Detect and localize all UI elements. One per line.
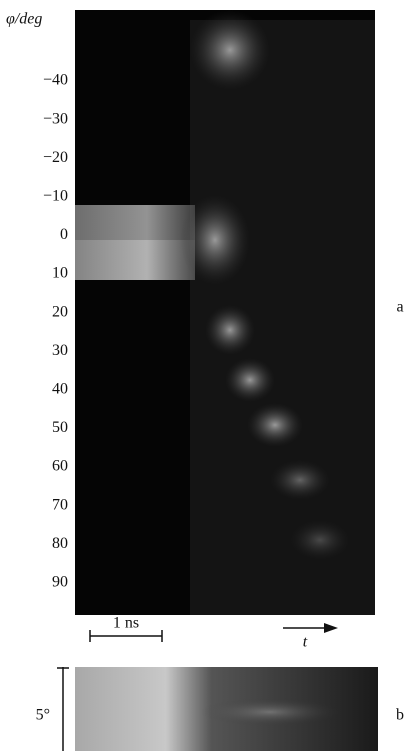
angle-label: 5° — [36, 707, 50, 724]
bright-band — [75, 240, 195, 280]
tick-label: 0 — [60, 226, 68, 243]
tick-label: 10 — [52, 265, 68, 282]
glow — [180, 195, 250, 285]
tick-label: −30 — [43, 110, 68, 127]
tick-label: 60 — [52, 458, 68, 475]
tick-label: −20 — [43, 149, 68, 166]
glow — [270, 460, 330, 500]
bright-band — [75, 205, 195, 240]
tick-label: 70 — [52, 496, 68, 513]
time-label: t — [303, 634, 308, 651]
tick-label: 90 — [52, 573, 68, 590]
glow — [200, 698, 340, 726]
tick-label: 30 — [52, 342, 68, 359]
tick-label: 80 — [52, 535, 68, 552]
axis-label: φ/deg — [6, 11, 42, 28]
tick-label: −40 — [43, 72, 68, 89]
glow — [247, 403, 303, 447]
tick-label: 20 — [52, 303, 68, 320]
glow — [290, 520, 350, 560]
tick-label: −10 — [43, 187, 68, 204]
glow — [190, 10, 270, 90]
figure: 1 ns t φ/deg a 5° b −40 −30 −20 −10 0 10 20 30 4… — [0, 0, 406, 751]
panel-label: a — [396, 299, 403, 316]
arrow-head — [324, 623, 338, 633]
glow — [205, 305, 255, 355]
tick-label: 40 — [52, 380, 68, 397]
tick-label: 50 — [52, 419, 68, 436]
panel-label: b — [396, 707, 404, 724]
glow — [225, 358, 275, 402]
page: 1 ns t φ/deg a 5° b −40 −30 −20 −10 0 10 20 30 4… — [0, 0, 406, 751]
scale-bar-label: 1 ns — [113, 615, 139, 632]
